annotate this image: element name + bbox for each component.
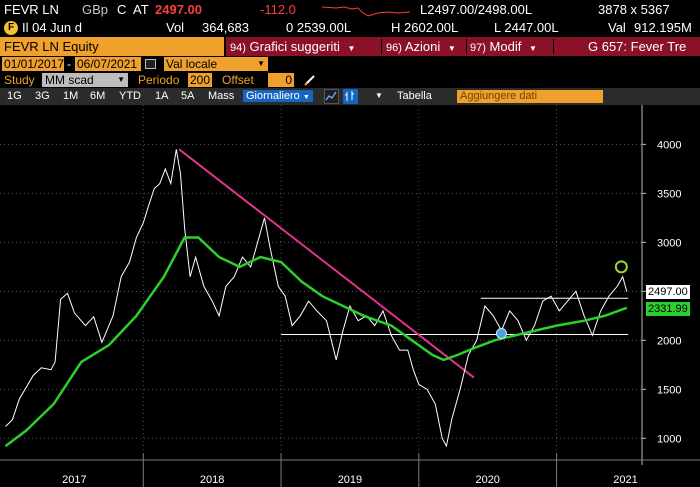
last-price: 2497.00 xyxy=(155,2,202,17)
menu-divider xyxy=(553,39,554,54)
x-tick-label: 2020 xyxy=(475,474,499,486)
axis-labels: 4000350030002500200015001000201720182019… xyxy=(62,139,681,486)
period-3g-button[interactable]: 3G xyxy=(35,90,50,102)
moving-average-badge: 2331.99 xyxy=(646,301,690,316)
menu-num-suggested: 94) xyxy=(230,42,246,54)
price-chart[interactable]: 4000350030002500200015001000201720182019… xyxy=(0,105,700,487)
period-input[interactable]: 200 xyxy=(188,73,212,87)
bar-chart-icon[interactable] xyxy=(343,89,358,104)
chevron-down-icon: ▼ xyxy=(117,75,125,84)
menu-edit[interactable]: 97) Modif ▼ xyxy=(470,37,537,56)
pencil-icon[interactable] xyxy=(304,74,316,86)
range-bar: 01/01/2017 - 06/07/2021 Val locale ▼ xyxy=(0,56,700,72)
offset-label: Offset xyxy=(222,73,254,87)
offset-input[interactable]: 0 xyxy=(268,73,294,87)
quote-strip: FEVR LN GBp C AT 2497.00 -112.0 L2497.00… xyxy=(0,0,700,19)
news-flag-icon[interactable]: F xyxy=(4,21,18,35)
chevron-down-icon: ▼ xyxy=(257,59,265,68)
period-toolbar: 1G 3G 1M 6M YTD 1A 5A Mass Giornaliero ▼ … xyxy=(0,88,700,105)
period-1m-button[interactable]: 1M xyxy=(63,90,79,102)
command-bar: FEVR LN Equity 94) Grafici suggeriti ▼ 9… xyxy=(0,37,700,56)
low-value: L 2447.00L xyxy=(494,20,559,35)
volume-label: Vol xyxy=(166,20,185,35)
study-bar: Study MM scad ▼ Periodo 200 Offset 0 xyxy=(0,72,700,88)
bid-ask-size: 3878 x 5367 xyxy=(598,2,670,17)
y-tick-label: 3000 xyxy=(657,237,681,249)
chevron-down-icon: ▼ xyxy=(447,44,456,53)
signal-marker xyxy=(614,260,628,274)
chevron-down-icon: ▼ xyxy=(347,44,356,53)
val-label: Val xyxy=(608,20,626,35)
last-price-badge: 2497.00 xyxy=(646,284,690,299)
study-select-value: MM scad xyxy=(45,73,94,87)
start-date-input[interactable]: 01/01/2017 xyxy=(2,57,65,71)
price-change: -112.0 xyxy=(260,2,296,17)
currency-select-value: Val locale xyxy=(166,57,218,71)
menu-label-edit: Modif xyxy=(489,39,522,54)
info-label: Il 04 Jun d xyxy=(22,20,82,35)
chart-canvas[interactable]: 4000350030002500200015001000201720182019… xyxy=(0,105,700,487)
frequency-value: Giornaliero xyxy=(246,90,300,102)
grid-layer xyxy=(0,105,700,487)
y-tick-label: 2000 xyxy=(657,335,681,347)
high-value: H 2602.00L xyxy=(391,20,459,35)
menu-divider xyxy=(381,39,382,54)
currency-select[interactable]: Val locale ▼ xyxy=(164,57,268,71)
price-line xyxy=(5,149,628,448)
x-tick-label: 2018 xyxy=(200,474,224,486)
pricing-flag: C xyxy=(117,2,127,17)
chevron-down-icon: ▼ xyxy=(302,94,310,101)
line-chart-icon[interactable] xyxy=(324,89,339,104)
period-1g-button[interactable]: 1G xyxy=(7,90,22,102)
val-value: 912.195M xyxy=(634,20,692,35)
study-select[interactable]: MM scad ▼ xyxy=(42,73,128,87)
range-dash: - xyxy=(67,57,71,71)
volume-value: 364,683 xyxy=(202,20,249,35)
extra-strip: Il 04 Jun d Vol 364,683 0 2539.00L H 260… xyxy=(0,19,700,37)
period-1a-button[interactable]: 1A xyxy=(155,90,169,102)
period-5a-button[interactable]: 5A xyxy=(181,90,195,102)
menu-chart-title[interactable]: G 657: Fever Tre xyxy=(588,39,687,54)
menu-divider xyxy=(466,39,467,54)
crossover-marker xyxy=(495,327,507,339)
x-tick-label: 2019 xyxy=(338,474,362,486)
y-tick-label: 4000 xyxy=(657,139,681,151)
table-button[interactable]: Tabella xyxy=(397,90,432,102)
trendline xyxy=(178,148,475,379)
frequency-select[interactable]: Giornaliero ▼ xyxy=(243,90,313,102)
bid-ask: L2497.00/2498.00L xyxy=(420,2,533,17)
menu-label-suggested: Grafici suggeriti xyxy=(249,39,340,54)
period-max-button[interactable]: Mass xyxy=(208,90,235,102)
menu-label-actions: Azioni xyxy=(404,39,441,54)
period-ytd-button[interactable]: YTD xyxy=(119,90,141,102)
chevron-down-icon: ▼ xyxy=(528,44,537,53)
x-tick-label: 2017 xyxy=(62,474,86,486)
ticker-label: FEVR LN xyxy=(4,2,59,17)
menu-actions[interactable]: 96) Azioni ▼ xyxy=(386,37,456,56)
x-tick-label: 2021 xyxy=(613,474,637,486)
period-6m-button[interactable]: 6M xyxy=(90,90,106,102)
currency-label: GBp xyxy=(82,2,109,17)
study-label: Study xyxy=(4,73,35,87)
menu-num-actions: 96) xyxy=(386,42,402,54)
calendar-icon[interactable] xyxy=(145,59,156,69)
open-value: 0 2539.00L xyxy=(286,20,352,35)
series-layer xyxy=(4,148,629,448)
exchange-label: AT xyxy=(133,2,149,17)
ticker-input[interactable]: FEVR LN Equity xyxy=(0,37,224,56)
end-date-input[interactable]: 06/07/2021 xyxy=(75,57,141,71)
sparkline-icon xyxy=(322,6,411,17)
period-label: Periodo xyxy=(138,73,180,87)
add-data-input[interactable]: Aggiungere dati xyxy=(457,90,603,103)
menu-strip: 94) Grafici suggeriti ▼ 96) Azioni ▼ 97)… xyxy=(226,37,700,56)
chevron-down-icon[interactable]: ▼ xyxy=(375,91,383,100)
moving-average-line xyxy=(4,236,628,448)
y-tick-label: 3500 xyxy=(657,188,681,200)
y-tick-label: 1000 xyxy=(657,433,681,445)
y-tick-label: 1500 xyxy=(657,384,681,396)
menu-num-edit: 97) xyxy=(470,42,486,54)
menu-suggested-charts[interactable]: 94) Grafici suggeriti ▼ xyxy=(230,37,355,56)
